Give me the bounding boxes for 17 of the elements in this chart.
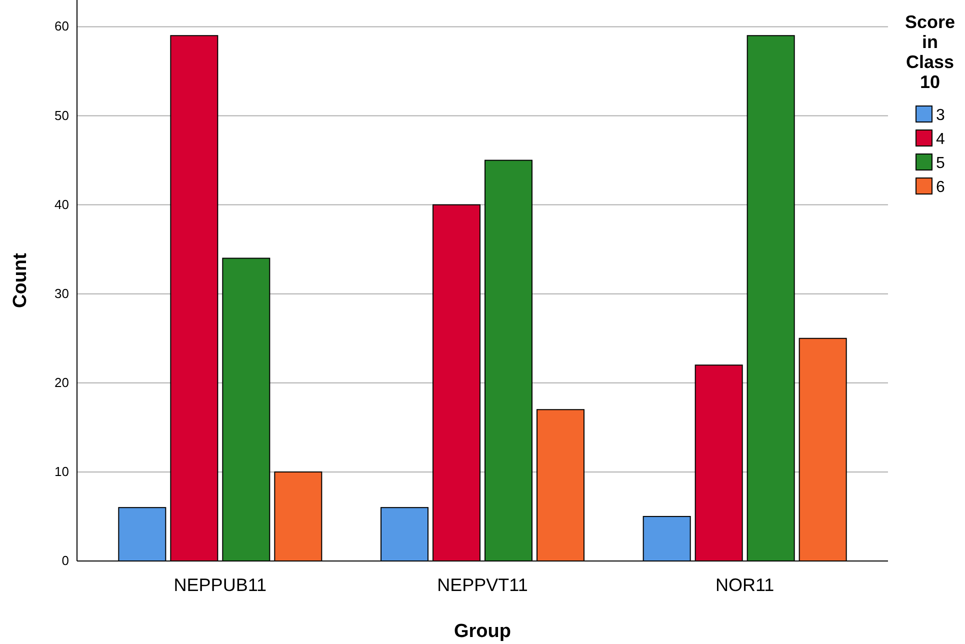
x-axis-title: Group <box>454 621 511 642</box>
x-tick-label: NEPPVT11 <box>437 575 528 595</box>
legend-label: 4 <box>936 131 945 148</box>
x-tick-label: NEPPUB11 <box>174 575 267 595</box>
y-tick-label: 10 <box>54 464 69 479</box>
legend-label: 3 <box>936 107 945 124</box>
x-tick-label: NOR11 <box>715 575 774 595</box>
y-tick-label: 50 <box>54 108 69 123</box>
y-tick-label: 0 <box>62 553 69 568</box>
y-tick-label: 30 <box>54 286 69 301</box>
legend-label: 6 <box>936 179 945 196</box>
y-axis-title: Count <box>10 252 31 308</box>
y-tick-label: 20 <box>54 374 69 390</box>
y-tick-label: 40 <box>54 196 69 212</box>
y-tick-label: 60 <box>54 18 69 34</box>
legend-title: Score in Class 10 <box>904 12 956 92</box>
legend-label: 5 <box>936 155 945 172</box>
